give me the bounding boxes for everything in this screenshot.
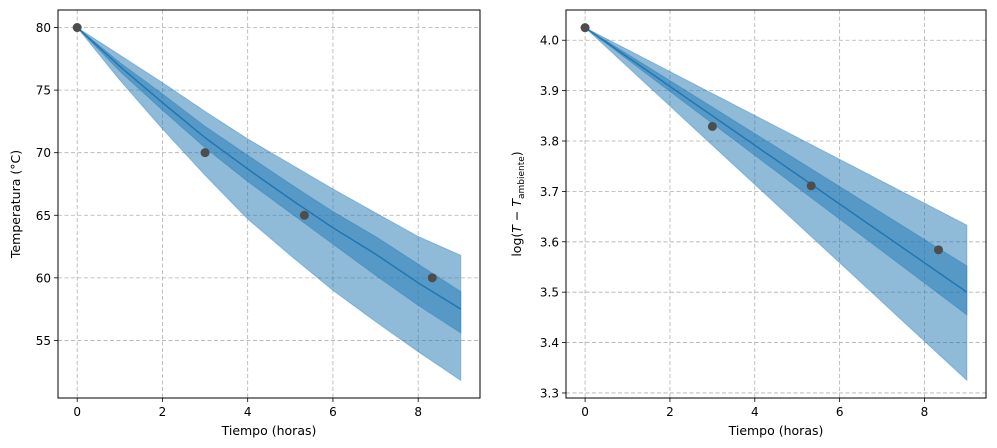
- x-axis-label: Tiempo (horas): [728, 423, 824, 438]
- y-tick-label: 3.8: [540, 135, 559, 149]
- data-point: [806, 181, 816, 191]
- y-tick-label: 3.4: [540, 336, 559, 350]
- x-tick-label: 2: [666, 405, 674, 419]
- y-label-minus: −: [509, 207, 524, 225]
- y-tick-label: 70: [36, 146, 51, 160]
- y-tick-label: 3.5: [540, 286, 559, 300]
- x-axis-label: Tiempo (horas): [221, 423, 317, 438]
- y-tick-label: 3.7: [540, 185, 559, 199]
- data-point: [707, 121, 717, 131]
- axes-frame: [57, 9, 481, 399]
- x-tick-label: 6: [329, 405, 337, 419]
- x-tick-label: 0: [581, 405, 589, 419]
- y-label-suffix: ): [509, 151, 524, 156]
- x-tick-label: 8: [921, 405, 929, 419]
- y-tick-label: 3.9: [540, 84, 559, 98]
- left-chart-panel: 0 2 4 6 8 55 60 65 70 75 80 Tiempo (horas) Temperatu…: [8, 9, 481, 438]
- y-tick-label: 75: [36, 84, 51, 98]
- y-tick-label: 80: [36, 21, 51, 35]
- x-tick-label: 6: [836, 405, 844, 419]
- mean-line: [76, 26, 462, 310]
- data-point: [72, 23, 82, 33]
- y-axis-label: log(T − Tambiente): [509, 151, 527, 256]
- y-axis-label: Temperatura (°C): [8, 150, 23, 259]
- x-tick-label: 0: [73, 405, 81, 419]
- y-tick-label: 3.3: [540, 386, 559, 400]
- y-label-prefix: log(: [509, 233, 524, 257]
- mean-line: [584, 27, 968, 293]
- data-point: [427, 273, 437, 283]
- right-chart-panel: 0 2 4 6 8 3.3 3.4 3.5 3.6 3.7 3.8 3.9 4.0 Tiempo (hor…: [509, 9, 987, 438]
- axes-frame: [565, 9, 987, 399]
- y-tick-label: 4.0: [540, 34, 559, 48]
- data-point: [580, 23, 590, 33]
- x-tick-label: 4: [751, 405, 759, 419]
- data-point: [933, 245, 943, 255]
- y-tick-label: 60: [36, 271, 51, 285]
- y-tick-label: 65: [36, 209, 51, 223]
- y-label-var: T: [509, 224, 524, 233]
- y-label-subscript: ambiente: [517, 156, 527, 199]
- data-point: [299, 210, 309, 220]
- x-tick-label: 2: [159, 405, 167, 419]
- x-tick-label: 8: [414, 405, 422, 419]
- y-tick-label: 55: [36, 334, 51, 348]
- y-tick-label: 3.6: [540, 235, 559, 249]
- x-tick-label: 4: [244, 405, 252, 419]
- data-point: [200, 148, 210, 158]
- y-label-var: T: [509, 198, 524, 207]
